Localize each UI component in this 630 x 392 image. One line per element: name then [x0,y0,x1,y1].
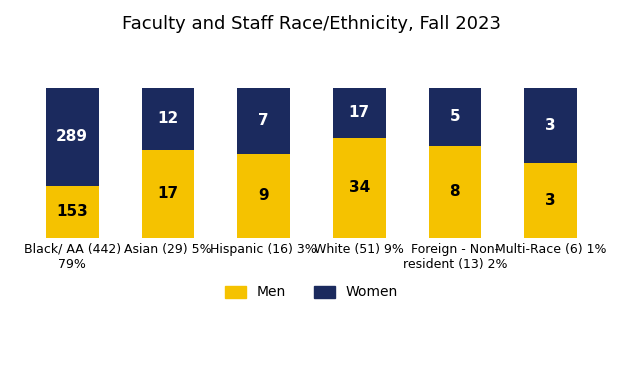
Text: 5: 5 [450,109,461,124]
Bar [142,150,194,238]
Bar [428,145,481,238]
Text: 289: 289 [56,129,88,144]
Bar [428,88,481,145]
Bar [46,88,98,186]
Bar [524,88,577,163]
Text: 12: 12 [158,111,178,127]
Title: Faculty and Staff Race/Ethnicity, Fall 2023: Faculty and Staff Race/Ethnicity, Fall 2… [122,15,501,33]
Text: 8: 8 [450,184,461,199]
Text: 3: 3 [546,193,556,208]
Bar [524,163,577,238]
Text: 153: 153 [56,204,88,220]
Bar [238,88,290,154]
Legend: Men, Women: Men, Women [219,280,404,305]
Bar [142,88,194,150]
Bar [333,88,386,138]
Bar [46,186,98,238]
Bar [333,138,386,238]
Text: 7: 7 [258,113,269,128]
Text: 17: 17 [348,105,370,120]
Text: 34: 34 [348,180,370,195]
Text: 17: 17 [158,187,178,201]
Text: 9: 9 [258,188,269,203]
Bar [238,154,290,238]
Text: 3: 3 [546,118,556,133]
